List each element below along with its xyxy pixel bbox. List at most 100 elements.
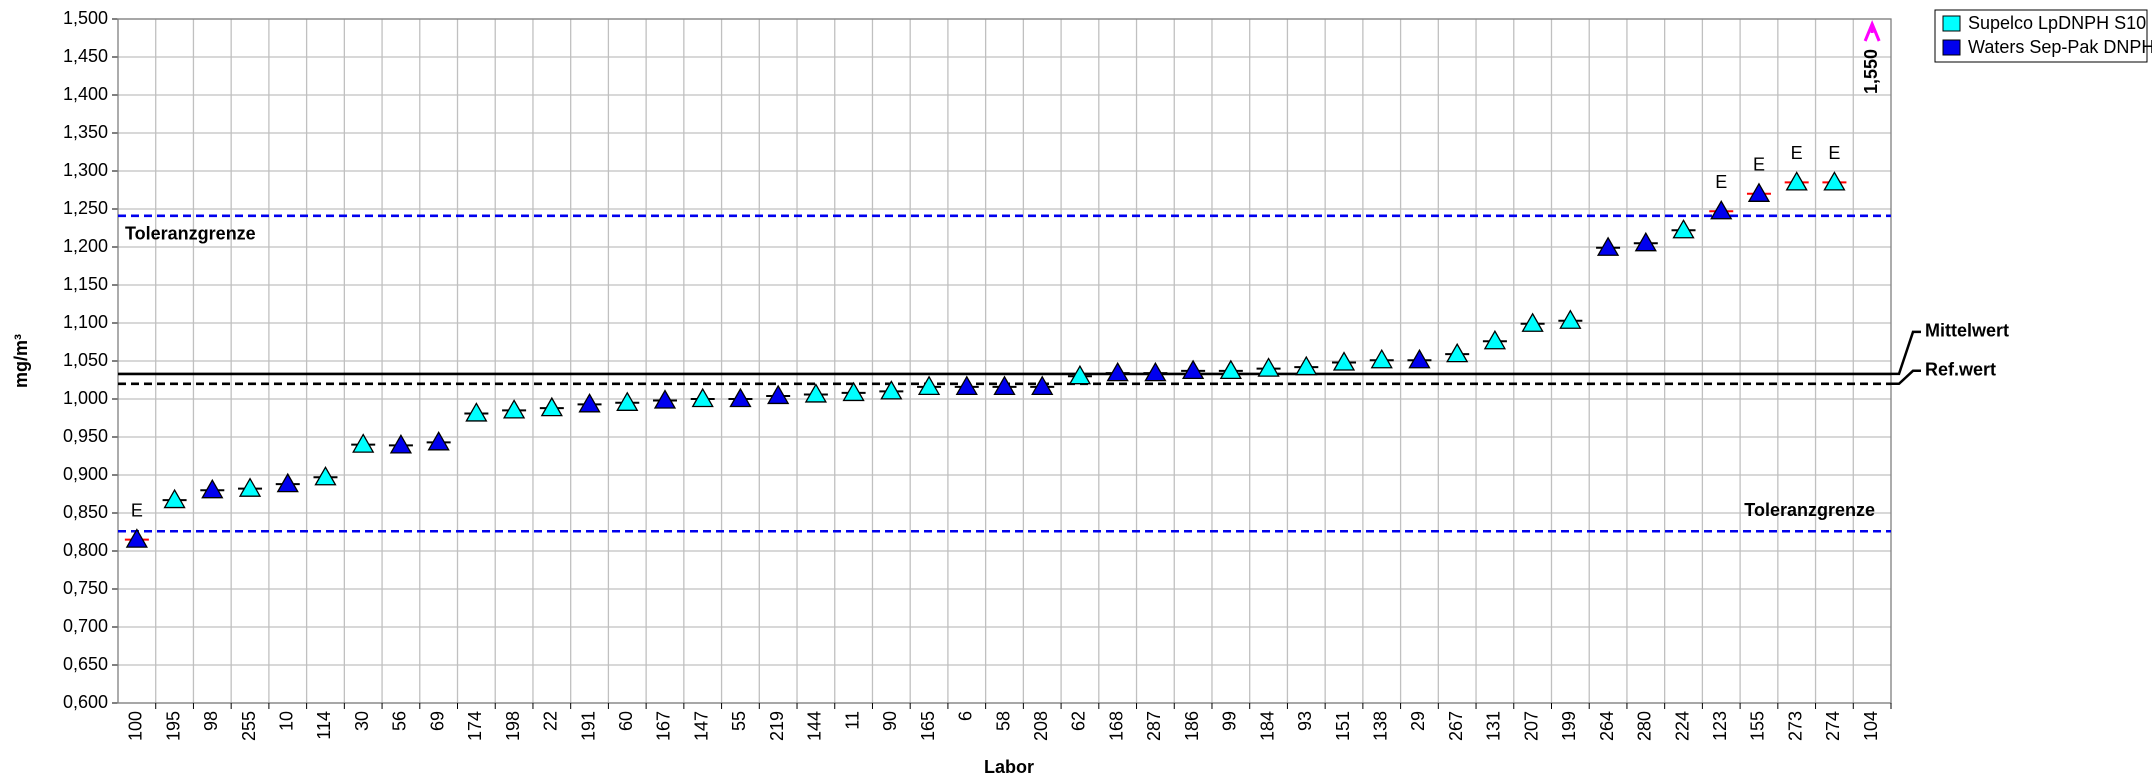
marker [1031, 375, 1054, 395]
plot-frame [117, 18, 1892, 704]
x-tick-label: 195 [163, 711, 183, 741]
legend-label: Supelco LpDNPH S10 [1968, 13, 2146, 33]
x-tick-label: 90 [880, 711, 900, 731]
marker [1332, 351, 1356, 371]
x-tick-label: 100 [126, 711, 146, 741]
marker [993, 375, 1016, 395]
x-tick-label: 10 [277, 711, 297, 731]
annotation: E [1753, 155, 1765, 175]
x-tick-label: 56 [390, 711, 410, 731]
x-tick-label: 168 [1106, 711, 1126, 741]
annotation: E [1715, 172, 1727, 192]
x-tick-label: 62 [1069, 711, 1089, 731]
marker [276, 472, 299, 493]
x-axis-title: Labor [984, 757, 1034, 777]
marker [1521, 312, 1544, 332]
marker [1257, 357, 1280, 377]
x-tick-label: 255 [239, 711, 259, 741]
x-tick-label: 184 [1257, 711, 1277, 741]
y-tick-label: 0,800 [63, 540, 108, 560]
marker [540, 396, 563, 417]
x-tick-label: 207 [1521, 711, 1541, 741]
marker [1823, 171, 1846, 191]
x-tick-label: 30 [352, 711, 372, 731]
y-tick-label: 1,000 [63, 388, 108, 408]
annotation: E [1791, 143, 1803, 163]
x-tick-label: 93 [1295, 711, 1315, 731]
x-tick-label: 131 [1484, 711, 1504, 741]
x-tick-label: 165 [918, 711, 938, 741]
y-tick-label: 0,950 [63, 426, 108, 446]
x-tick-label: 60 [616, 711, 636, 731]
y-tick-label: 1,150 [63, 274, 108, 294]
x-tick-label: 55 [729, 711, 749, 731]
x-tick-label: 191 [578, 711, 598, 741]
y-tick-label: 1,200 [63, 236, 108, 256]
label-leader [1891, 330, 1921, 376]
marker [804, 383, 828, 403]
y-axis-title: mg/m³ [11, 334, 31, 388]
marker [1181, 359, 1205, 380]
outlier-label: 1,550 [1861, 49, 1881, 94]
marker [1370, 348, 1393, 369]
x-tick-label: 273 [1785, 711, 1805, 741]
marker [1144, 361, 1167, 382]
x-tick-label: 99 [1220, 711, 1240, 731]
x-tick-label: 29 [1408, 711, 1428, 731]
y-tick-label: 1,250 [63, 198, 108, 218]
marker [352, 433, 375, 453]
marker [955, 375, 978, 395]
x-tick-label: 155 [1748, 711, 1768, 741]
x-tick-label: 114 [314, 711, 334, 740]
legend-swatch [1942, 15, 1961, 32]
marker [1785, 171, 1808, 191]
y-tick-label: 0,850 [63, 502, 108, 522]
label-leader [1891, 369, 1921, 386]
reference-label: Toleranzgrenze [125, 224, 256, 244]
marker [1672, 218, 1695, 239]
x-tick-label: 208 [1031, 711, 1051, 741]
x-tick-label: 58 [993, 711, 1013, 731]
marker [1483, 329, 1507, 350]
marker [1634, 231, 1657, 252]
x-tick-label: 267 [1446, 711, 1466, 741]
x-tick-label: 151 [1333, 711, 1353, 741]
marker [917, 375, 941, 395]
marker [389, 434, 413, 454]
marker [1068, 364, 1092, 385]
x-tick-label: 11 [842, 711, 862, 730]
y-tick-label: 1,450 [63, 46, 108, 66]
y-tick-label: 0,650 [63, 654, 108, 674]
y-tick-label: 1,100 [63, 312, 108, 332]
y-tick-label: 0,900 [63, 464, 108, 484]
x-tick-label: 224 [1672, 711, 1692, 741]
marker [465, 402, 488, 422]
marker [314, 465, 337, 486]
annotation: E [131, 500, 143, 520]
x-tick-label: 274 [1823, 711, 1843, 741]
marker [502, 399, 526, 419]
y-tick-label: 0,700 [63, 616, 108, 636]
x-tick-label: 199 [1559, 711, 1579, 741]
marker [880, 380, 903, 400]
x-tick-label: 264 [1597, 711, 1617, 741]
x-tick-label: 104 [1861, 711, 1881, 741]
reference-label: Mittelwert [1925, 321, 2009, 341]
marker [1219, 359, 1242, 380]
marker [1295, 355, 1318, 376]
y-tick-label: 1,500 [63, 8, 108, 28]
marker [1408, 348, 1431, 369]
annotation: E [1828, 143, 1840, 163]
x-tick-label: 138 [1370, 711, 1390, 741]
marker [1710, 199, 1733, 220]
y-tick-label: 0,600 [63, 692, 108, 712]
legend-box [1934, 9, 2148, 63]
marker [1596, 236, 1620, 256]
marker [729, 387, 752, 408]
marker [616, 391, 639, 411]
x-tick-label: 147 [691, 711, 711, 741]
y-tick-label: 0,750 [63, 578, 108, 598]
x-tick-label: 6 [956, 711, 976, 721]
marker [1559, 309, 1582, 329]
